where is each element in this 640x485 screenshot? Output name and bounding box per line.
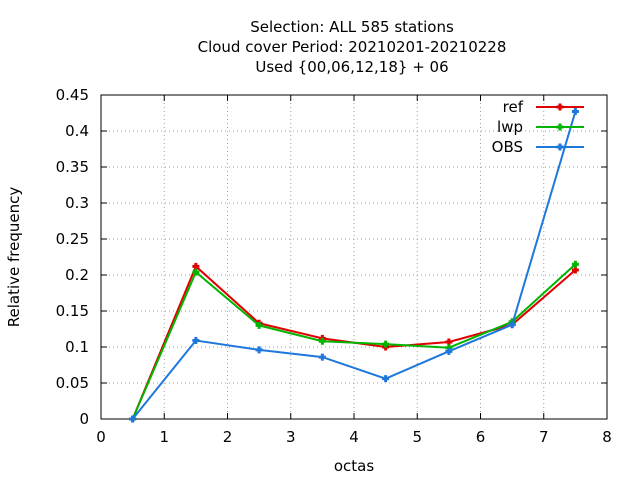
- grid: [101, 95, 607, 419]
- data-point: [571, 260, 579, 268]
- legend-marker: [556, 143, 564, 151]
- data-point: [382, 375, 390, 383]
- data-point: [571, 108, 579, 116]
- y-tick-label: 0: [79, 410, 89, 428]
- y-tick-label: 0.4: [65, 122, 89, 140]
- y-tick-label: 0.3: [65, 194, 89, 212]
- y-tick-label: 0.05: [56, 374, 89, 392]
- legend-label: ref: [503, 98, 524, 116]
- series-group: [129, 108, 579, 423]
- title-line-1: Selection: ALL 585 stations: [250, 18, 454, 36]
- legend: ref lwp OBS: [492, 98, 584, 156]
- title-line-3: Used {00,06,12,18} + 06: [255, 58, 448, 76]
- y-tick-label: 0.1: [65, 338, 89, 356]
- data-point: [318, 337, 326, 345]
- x-axis-label: octas: [334, 457, 374, 475]
- legend-item-lwp: lwp: [497, 118, 584, 136]
- x-tick-label: 0: [96, 428, 106, 446]
- title-line-2: Cloud cover Period: 20210201-20210228: [198, 38, 507, 56]
- data-point: [192, 337, 200, 345]
- legend-marker: [556, 103, 564, 111]
- x-tick-label: 2: [223, 428, 233, 446]
- x-tick-label: 7: [539, 428, 549, 446]
- legend-marker: [556, 123, 564, 131]
- x-tick-label: 6: [476, 428, 486, 446]
- y-axis-label: Relative frequency: [5, 187, 23, 328]
- series-line: [131, 263, 577, 420]
- chart-title: Selection: ALL 585 stations Cloud cover …: [198, 18, 507, 76]
- data-point: [318, 353, 326, 361]
- series-obs: [129, 108, 579, 423]
- legend-item-ref: ref: [503, 98, 584, 116]
- data-point: [255, 346, 263, 354]
- x-tick-label: 8: [602, 428, 612, 446]
- data-point: [445, 347, 453, 355]
- data-point: [129, 415, 137, 423]
- series-line: [131, 111, 577, 420]
- legend-label: lwp: [497, 118, 523, 136]
- data-point: [255, 321, 263, 329]
- y-tick-label: 0.15: [56, 302, 89, 320]
- y-tick-label: 0.35: [56, 158, 89, 176]
- x-tick-label: 4: [349, 428, 359, 446]
- data-point: [192, 268, 200, 276]
- data-point: [382, 340, 390, 348]
- y-tick-label: 0.45: [56, 86, 89, 104]
- axis-ticks: 0 1 2 3 4 5 6 7 8 0 0.05 0.1 0.15 0.2 0.25 0.3 0.35 0.4 0.…: [56, 86, 612, 446]
- x-tick-label: 1: [159, 428, 169, 446]
- legend-item-obs: OBS: [492, 138, 584, 156]
- data-point: [508, 321, 516, 329]
- x-tick-label: 5: [412, 428, 422, 446]
- y-tick-label: 0.25: [56, 230, 89, 248]
- x-tick-label: 3: [286, 428, 296, 446]
- legend-label: OBS: [492, 138, 523, 156]
- y-tick-label: 0.2: [65, 266, 89, 284]
